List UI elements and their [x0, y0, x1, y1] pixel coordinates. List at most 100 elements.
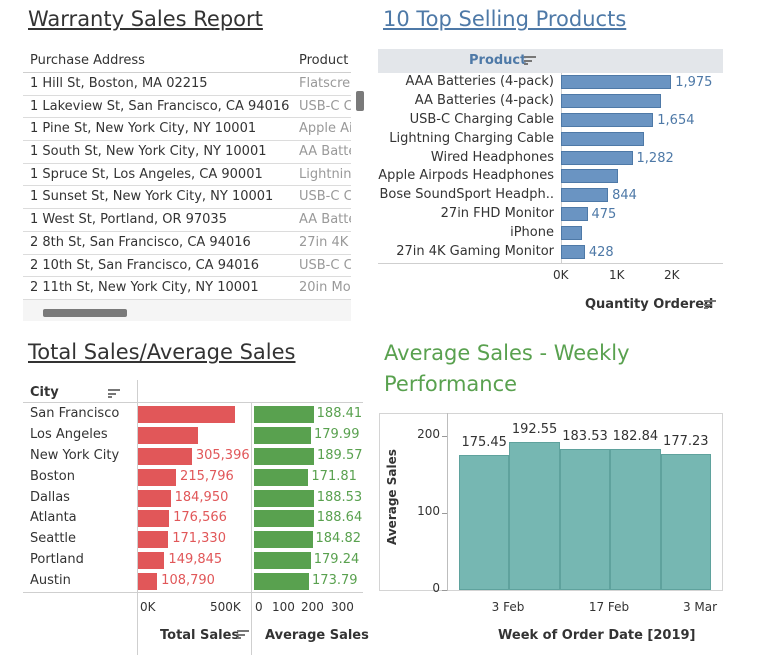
product-bar[interactable]	[561, 169, 619, 184]
average-sales-bar[interactable]	[254, 552, 311, 569]
cell-purchase-address: 1 West St, Portland, OR 97035	[30, 212, 227, 228]
product-value-label: 1,975	[675, 75, 713, 91]
product-bar[interactable]	[561, 150, 633, 165]
table-row[interactable]: 1 Lakeview St, San Francisco, CA 94016 US…	[23, 95, 351, 119]
product-bar[interactable]	[561, 244, 585, 259]
weekly-y-axis-line	[447, 413, 448, 591]
table-row[interactable]: 1 West St, Portland, OR 97035 AA Batte	[23, 209, 351, 232]
table-row[interactable]: 2 10th St, San Francisco, CA 94016 USB-C …	[23, 254, 351, 278]
weekly-value-label: 183.53	[562, 428, 608, 444]
total-sales-bar[interactable]	[138, 489, 171, 507]
average-sales-bar[interactable]	[254, 572, 310, 590]
top-products-header-bar: Product	[378, 49, 723, 73]
total-sales-bar[interactable]	[138, 427, 198, 445]
total-sales-bar[interactable]	[138, 572, 158, 590]
table-row[interactable]: 2 8th St, San Francisco, CA 94016 27in 4K	[23, 231, 351, 255]
product-label[interactable]: iPhone	[510, 224, 554, 240]
product-label[interactable]: Lightning Charging Cable	[389, 130, 554, 146]
city-label[interactable]: Seattle	[30, 531, 77, 547]
weekly-value-label: 192.55	[511, 421, 558, 437]
x-tick-label: 500K	[210, 600, 241, 614]
total-sales-bar[interactable]	[138, 510, 170, 528]
product-bar[interactable]	[561, 207, 588, 221]
product-label[interactable]: 27in 4K Gaming Monitor	[396, 243, 554, 259]
product-bar[interactable]	[561, 188, 609, 203]
horizontal-scrollbar[interactable]	[43, 309, 127, 317]
city-label[interactable]: Austin	[30, 572, 71, 588]
average-sales-bar[interactable]	[254, 489, 314, 507]
vertical-scrollbar[interactable]	[356, 91, 364, 111]
total-sales-value-label: 305,396	[195, 448, 250, 463]
city-label[interactable]: San Francisco	[30, 406, 120, 422]
total-sales-bar[interactable]	[138, 552, 165, 569]
product-bar[interactable]	[561, 75, 672, 90]
x-tick-label: 3 Feb	[491, 600, 525, 614]
total-sales-bar[interactable]	[138, 531, 169, 549]
average-sales-axis-title: Average Sales	[265, 628, 369, 643]
product-value-label: 1,282	[636, 150, 674, 166]
city-header[interactable]: City	[30, 385, 59, 400]
x-tick-label: 1K	[609, 268, 625, 282]
product-bar[interactable]	[561, 225, 583, 240]
sort-icon[interactable]	[524, 56, 536, 65]
table-row[interactable]: 1 Hill St, Boston, MA 02215 Flatscre	[23, 73, 351, 96]
cell-product: AA Batte	[299, 144, 351, 160]
cell-purchase-address: 2 8th St, San Francisco, CA 94016	[30, 234, 251, 250]
sort-icon[interactable]	[704, 300, 716, 309]
weekly-bar[interactable]	[610, 449, 661, 590]
product-label[interactable]: Bose SoundSport Headph..	[379, 187, 555, 203]
city-label[interactable]: Atlanta	[30, 510, 77, 526]
table-row[interactable]: 2 11th St, New York City, NY 10001 20in M…	[23, 277, 351, 300]
top-products-title[interactable]: 10 Top Selling Products	[383, 7, 627, 31]
column-header-address[interactable]: Purchase Address	[30, 53, 145, 68]
city-label[interactable]: New York City	[30, 448, 120, 463]
product-label[interactable]: Apple Airpods Headphones	[378, 168, 554, 184]
product-label[interactable]: Wired Headphones	[430, 149, 554, 165]
product-label[interactable]: USB-C Charging Cable	[409, 112, 554, 127]
weekly-x-axis-title: Week of Order Date [2019]	[498, 628, 696, 643]
average-sales-value-label: 171.81	[311, 468, 357, 484]
city-label[interactable]: Los Angeles	[30, 427, 108, 443]
weekly-bar[interactable]	[559, 448, 611, 590]
average-sales-value-label: 188.64	[316, 510, 363, 526]
x-tick-label: 300	[331, 600, 354, 614]
product-bar[interactable]	[561, 94, 661, 109]
average-sales-bar[interactable]	[254, 510, 314, 528]
average-sales-bar[interactable]	[254, 406, 314, 424]
product-header[interactable]: Product	[469, 53, 527, 68]
column-header-product[interactable]: Product	[299, 53, 349, 68]
product-bar[interactable]	[561, 131, 644, 146]
table-row[interactable]: 1 Pine St, New York City, NY 10001 Apple …	[23, 118, 351, 142]
average-sales-bar[interactable]	[254, 468, 309, 486]
product-bar[interactable]	[561, 113, 654, 127]
total-sales-bar[interactable]	[138, 448, 192, 465]
cell-product: Flatscre	[299, 76, 351, 91]
average-sales-bar[interactable]	[254, 448, 315, 465]
product-label[interactable]: 27in FHD Monitor	[440, 206, 554, 221]
city-label[interactable]: Boston	[30, 468, 75, 484]
top-products-baseline	[378, 263, 723, 264]
average-sales-value-label: 173.79	[312, 572, 358, 588]
average-sales-value-label: 189.57	[317, 448, 363, 463]
cell-product: 20in Mo	[299, 280, 351, 296]
total-sales-bar[interactable]	[138, 406, 235, 424]
weekly-bar[interactable]	[660, 453, 711, 590]
weekly-bar[interactable]	[459, 454, 510, 590]
sort-icon[interactable]	[108, 389, 120, 398]
average-sales-bar[interactable]	[254, 531, 313, 549]
table-row[interactable]: 1 Spruce St, Los Angeles, CA 90001 Lightn…	[23, 163, 351, 187]
table-row[interactable]: 1 Sunset St, New York City, NY 10001 USB-…	[23, 186, 351, 210]
top-products-axis-line	[561, 73, 562, 263]
weekly-bar[interactable]	[509, 441, 560, 590]
y-tick-label: 200	[417, 427, 440, 441]
table-row[interactable]: 1 South St, New York City, NY 10001 AA Ba…	[23, 141, 351, 164]
total-sales-bar[interactable]	[138, 468, 177, 486]
city-label[interactable]: Portland	[30, 552, 84, 567]
city-label[interactable]: Dallas	[30, 489, 70, 505]
product-label[interactable]: AA Batteries (4-pack)	[414, 93, 554, 109]
sort-icon[interactable]	[237, 630, 249, 639]
product-label[interactable]: AAA Batteries (4-pack)	[405, 74, 554, 90]
average-sales-value-label: 179.99	[313, 427, 360, 443]
warranty-table: Purchase Address Product 1 Hill St, Bost…	[23, 49, 351, 321]
average-sales-bar[interactable]	[254, 427, 311, 445]
